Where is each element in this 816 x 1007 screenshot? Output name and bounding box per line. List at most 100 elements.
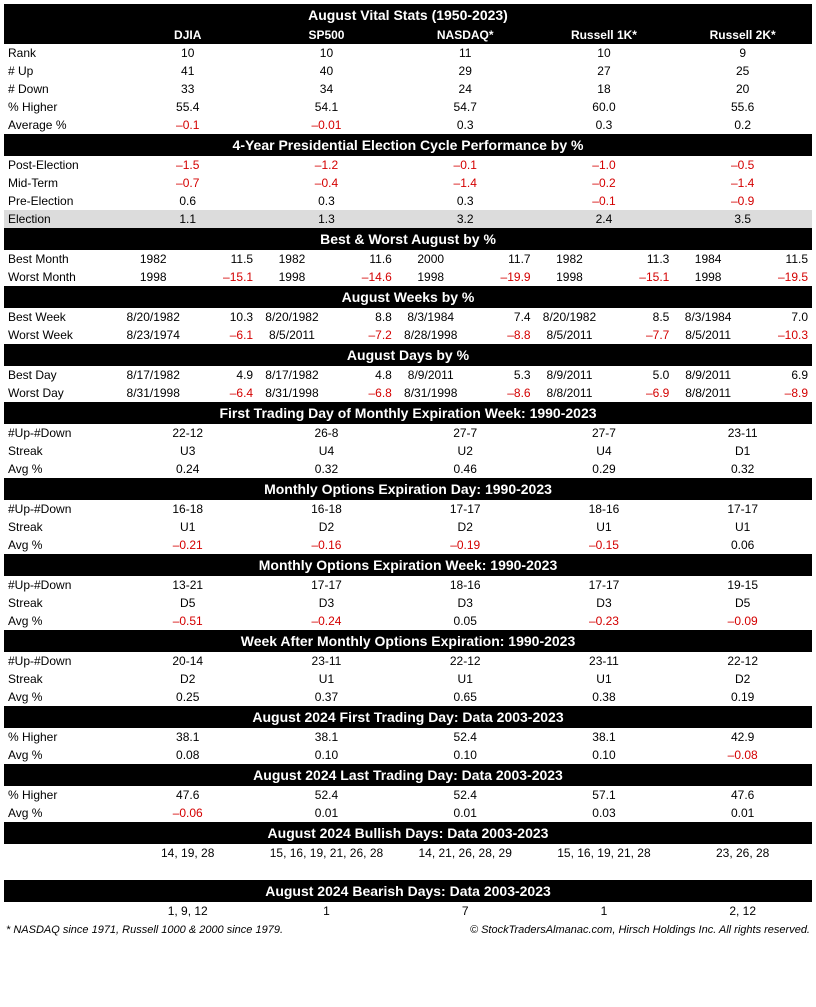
cell: –1.5 bbox=[118, 156, 257, 174]
footnote: * NASDAQ since 1971, Russell 1000 & 2000… bbox=[4, 920, 812, 938]
cell-value: 5.3 bbox=[466, 366, 535, 384]
cell: D3 bbox=[257, 594, 396, 612]
cell: 47.6 bbox=[673, 786, 812, 804]
cell: –0.23 bbox=[535, 612, 674, 630]
cell: D5 bbox=[673, 594, 812, 612]
cell: –0.16 bbox=[257, 536, 396, 554]
cell: –0.9 bbox=[673, 192, 812, 210]
section-header: Monthly Options Expiration Week: 1990-20… bbox=[4, 554, 812, 576]
cell: U1 bbox=[257, 670, 396, 688]
cell: 2, 12 bbox=[673, 902, 812, 920]
cell: 10 bbox=[535, 44, 674, 62]
cell: 1, 9, 12 bbox=[118, 902, 257, 920]
cell-date: 8/5/2011 bbox=[535, 326, 605, 344]
row-label: # Up bbox=[4, 62, 118, 80]
row-label: Avg % bbox=[4, 746, 118, 764]
row-label: Worst Day bbox=[4, 384, 118, 402]
cell: 23-11 bbox=[535, 652, 674, 670]
cell: 0.32 bbox=[257, 460, 396, 478]
cell: U2 bbox=[396, 442, 535, 460]
row-label: Best Month bbox=[4, 250, 118, 268]
cell: 7 bbox=[396, 902, 535, 920]
cell: 18 bbox=[535, 80, 674, 98]
cell: 0.37 bbox=[257, 688, 396, 706]
cell-value: –6.9 bbox=[604, 384, 673, 402]
row-label: Mid-Term bbox=[4, 174, 118, 192]
cell: –1.4 bbox=[673, 174, 812, 192]
row-label: Streak bbox=[4, 594, 118, 612]
cell: 13-21 bbox=[118, 576, 257, 594]
cell-value: 11.3 bbox=[604, 250, 673, 268]
cell: –0.1 bbox=[396, 156, 535, 174]
cell: 38.1 bbox=[118, 728, 257, 746]
cell-date: 8/3/1984 bbox=[673, 308, 743, 326]
row-label: % Higher bbox=[4, 728, 118, 746]
cell: 25 bbox=[673, 62, 812, 80]
cell-value: –8.8 bbox=[466, 326, 535, 344]
cell: 0.03 bbox=[535, 804, 674, 822]
cell: –0.19 bbox=[396, 536, 535, 554]
cell-value: –14.6 bbox=[327, 268, 396, 286]
cell: 17-17 bbox=[257, 576, 396, 594]
cell: 0.01 bbox=[673, 804, 812, 822]
row-label: % Higher bbox=[4, 786, 118, 804]
cell: 52.4 bbox=[257, 786, 396, 804]
section-header: Week After Monthly Options Expiration: 1… bbox=[4, 630, 812, 652]
cell: 20-14 bbox=[118, 652, 257, 670]
cell-value: –6.1 bbox=[188, 326, 257, 344]
row-label: # Down bbox=[4, 80, 118, 98]
cell-value: –8.9 bbox=[743, 384, 812, 402]
row-label: Avg % bbox=[4, 612, 118, 630]
cell: 38.1 bbox=[257, 728, 396, 746]
cell: 15, 16, 19, 21, 28 bbox=[535, 844, 674, 862]
cell: D2 bbox=[118, 670, 257, 688]
cell: 18-16 bbox=[396, 576, 535, 594]
cell-date: 8/8/2011 bbox=[535, 384, 605, 402]
cell: –0.51 bbox=[118, 612, 257, 630]
cell-date: 8/23/1974 bbox=[118, 326, 188, 344]
index-header: Russell 2K* bbox=[673, 26, 812, 44]
section-header: August Days by % bbox=[4, 344, 812, 366]
cell: 33 bbox=[118, 80, 257, 98]
cell: 54.7 bbox=[396, 98, 535, 116]
row-label: Best Day bbox=[4, 366, 118, 384]
cell: –0.21 bbox=[118, 536, 257, 554]
cell: –0.08 bbox=[673, 746, 812, 764]
section-header: Best & Worst August by % bbox=[4, 228, 812, 250]
cell-date: 1998 bbox=[673, 268, 743, 286]
cell-value: 6.9 bbox=[743, 366, 812, 384]
footnote-left: * NASDAQ since 1971, Russell 1000 & 2000… bbox=[6, 924, 283, 936]
cell: –0.09 bbox=[673, 612, 812, 630]
section-header: August 2024 Bullish Days: Data 2003-2023 bbox=[4, 822, 812, 844]
cell: 14, 21, 26, 28, 29 bbox=[396, 844, 535, 862]
cell: U1 bbox=[535, 518, 674, 536]
cell: 23-11 bbox=[673, 424, 812, 442]
cell-date: 1982 bbox=[535, 250, 605, 268]
cell: 26-8 bbox=[257, 424, 396, 442]
cell: U3 bbox=[118, 442, 257, 460]
cell: 0.05 bbox=[396, 612, 535, 630]
row-label: Pre-Election bbox=[4, 192, 118, 210]
cell-value: –19.9 bbox=[466, 268, 535, 286]
cell: 16-18 bbox=[257, 500, 396, 518]
cell: 22-12 bbox=[673, 652, 812, 670]
cell: 0.19 bbox=[673, 688, 812, 706]
cell: 27 bbox=[535, 62, 674, 80]
index-header: Russell 1K* bbox=[535, 26, 674, 44]
cell-value: 11.7 bbox=[466, 250, 535, 268]
cell: 0.10 bbox=[257, 746, 396, 764]
row-label bbox=[4, 844, 118, 862]
cell: 41 bbox=[118, 62, 257, 80]
cell: 0.3 bbox=[396, 116, 535, 134]
cell: 0.10 bbox=[396, 746, 535, 764]
cell: 0.46 bbox=[396, 460, 535, 478]
cell: 14, 19, 28 bbox=[118, 844, 257, 862]
cell-value: 10.3 bbox=[188, 308, 257, 326]
cell: 0.38 bbox=[535, 688, 674, 706]
cell-date: 8/31/1998 bbox=[257, 384, 327, 402]
row-label: Streak bbox=[4, 670, 118, 688]
cell: 38.1 bbox=[535, 728, 674, 746]
cell: 0.2 bbox=[673, 116, 812, 134]
cell: U1 bbox=[673, 518, 812, 536]
section-header: First Trading Day of Monthly Expiration … bbox=[4, 402, 812, 424]
